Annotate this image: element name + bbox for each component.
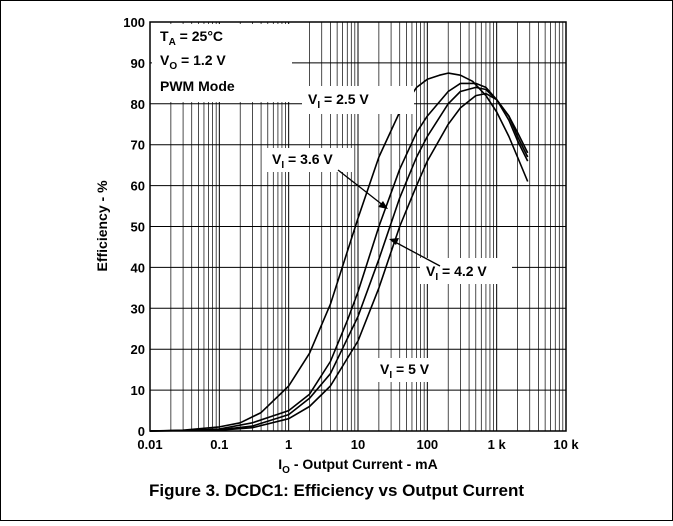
y-tick-label: 30 (131, 301, 145, 316)
arrowhead-3-6v (378, 201, 388, 209)
label-bg-5v (374, 358, 446, 382)
series-label-3-6v: VI = 3.6 V (272, 151, 333, 171)
tick-labels: 0.01 0.1 1 10 100 1 k 10 k 0 10 20 30 40 50 60 70 80 90 1… (123, 15, 579, 452)
series-line-4 (149, 92, 529, 432)
plot-area-border (149, 21, 567, 432)
series-label-5v: VI = 5 V (380, 361, 430, 381)
figure-caption: Figure 3. DCDC1: Efficiency vs Output Cu… (149, 481, 524, 500)
y-tick-label: 10 (131, 383, 145, 398)
x-tick-label: 0.01 (137, 437, 162, 452)
condition-vo: VO = 1.2 V (160, 52, 226, 72)
y-tick-label: 0 (138, 424, 145, 439)
series-label-4-2v: VI = 4.2 V (426, 263, 487, 283)
y-tick-label: 70 (131, 138, 145, 153)
label-bg-4-2v (420, 258, 512, 284)
y-tick-label: 40 (131, 260, 145, 275)
series-label-2-5v: VI = 2.5 V (308, 91, 369, 111)
x-tick-label: 1 (285, 437, 292, 452)
condition-mode: PWM Mode (160, 78, 235, 94)
y-tick-label: 60 (131, 179, 145, 194)
x-tick-label: 100 (416, 437, 438, 452)
conditions-box (152, 24, 292, 102)
label-bg-3-6v (266, 148, 354, 172)
y-tick-label: 50 (131, 220, 145, 235)
arrow-4-2v (394, 241, 441, 267)
y-tick-label: 100 (123, 15, 145, 30)
arrow-3-6v (337, 169, 385, 207)
y-axis-title: Efficiency - % (94, 180, 110, 272)
condition-ta: TA = 25°C (160, 28, 223, 48)
label-bg-2-5v (302, 86, 414, 114)
x-tick-label: 0.1 (210, 437, 228, 452)
y-tick-label: 90 (131, 56, 145, 71)
arrowhead-4-2v (389, 238, 399, 245)
x-tick-label: 1 k (488, 437, 507, 452)
y-tick-label: 20 (131, 342, 145, 357)
x-tick-label: 10 k (553, 437, 579, 452)
x-axis-title: IO - Output Current - mA (278, 456, 437, 476)
x-tick-label: 10 (351, 437, 365, 452)
y-tick-label: 80 (131, 97, 145, 112)
